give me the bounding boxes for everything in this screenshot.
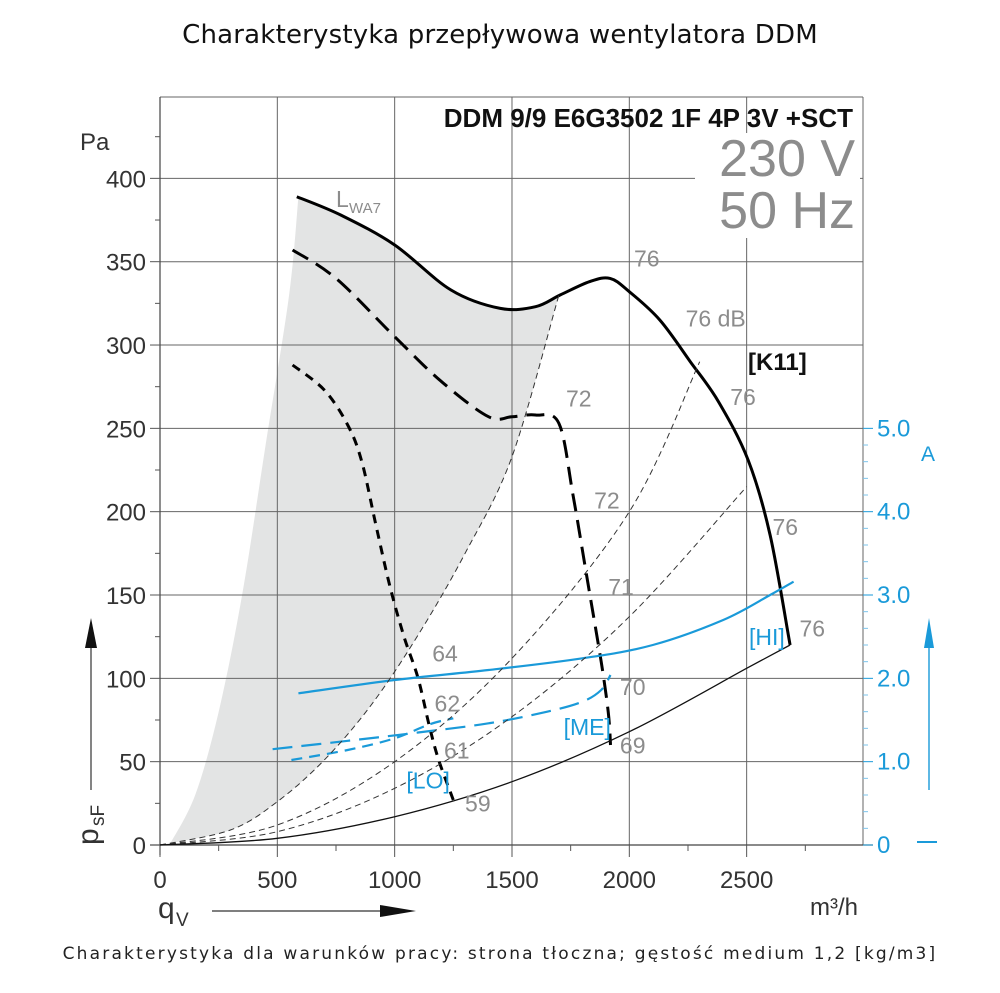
db-annotation: 64 bbox=[432, 641, 458, 667]
x-axis-title: q V bbox=[158, 892, 416, 931]
noise-region-fill bbox=[160, 196, 561, 845]
db-annotation: 62 bbox=[435, 691, 461, 717]
y-tick-label: 50 bbox=[119, 750, 146, 777]
db-annotation: 76 dB bbox=[686, 306, 746, 332]
y-axis-subscript: sF bbox=[88, 805, 109, 826]
y2-axis-arrowhead-icon bbox=[924, 618, 934, 648]
x-tick-label: 500 bbox=[257, 867, 297, 894]
db-annotation: 76 bbox=[799, 616, 825, 642]
voltage-label-bg bbox=[695, 133, 860, 238]
noise-region-label: L WA7 bbox=[336, 186, 381, 217]
voltage-label: 230 V bbox=[719, 130, 855, 188]
axes-layer bbox=[150, 97, 873, 857]
db-annotation: 69 bbox=[620, 732, 646, 758]
series-lo-pressure bbox=[291, 363, 455, 801]
x-tick-label: 1000 bbox=[368, 867, 421, 894]
y-tick-label: 150 bbox=[106, 583, 146, 610]
x-axis-arrowhead-icon bbox=[380, 905, 416, 917]
page-title: Charakterystyka przepływowa wentylatora … bbox=[182, 20, 818, 50]
x-axis-subscript: V bbox=[176, 910, 189, 931]
series-system-curve-1-noise-region-edge- bbox=[159, 294, 560, 846]
db-annotation: 72 bbox=[566, 386, 592, 412]
y2-tick-label: 5.0 bbox=[877, 415, 910, 442]
y-axis-arrowhead-icon bbox=[85, 618, 97, 648]
noise-region-layer bbox=[160, 196, 561, 845]
db-annotation: 71 bbox=[608, 574, 634, 600]
labels-layer: 0 50 100 150 200 250 300 350 400 0 500 1000 1500 2000… bbox=[106, 166, 910, 894]
y-unit-label: Pa bbox=[80, 129, 110, 156]
x-tick-label: 2000 bbox=[603, 867, 656, 894]
y-axis-symbol: p bbox=[72, 828, 105, 845]
frequency-label: 50 Hz bbox=[719, 182, 855, 240]
db-annotation: 59 bbox=[465, 791, 491, 817]
db-annotation: 72 bbox=[594, 487, 620, 513]
x-tick-label: 1500 bbox=[485, 867, 538, 894]
speed-label-me: [ME] bbox=[564, 714, 611, 740]
y-tick-label: 0 bbox=[133, 833, 146, 860]
speed-label-hi: [HI] bbox=[749, 624, 785, 650]
x-axis-symbol: q bbox=[158, 892, 175, 925]
db-annotation: 76 bbox=[772, 514, 798, 540]
x-unit-label: m³/h bbox=[810, 894, 858, 921]
y-tick-label: 300 bbox=[106, 333, 146, 360]
series-hi-current bbox=[298, 580, 795, 695]
model-label: DDM 9/9 E6G3502 1F 4P 3V +SCT bbox=[444, 103, 853, 133]
y2-tick-label: 3.0 bbox=[877, 582, 910, 609]
series-me-pressure bbox=[291, 248, 612, 746]
y-tick-label: 200 bbox=[106, 500, 146, 527]
y2-unit-label: A bbox=[921, 443, 935, 466]
y-tick-label: 400 bbox=[106, 166, 146, 193]
k11-label: [K11] bbox=[748, 349, 807, 376]
series-me-current bbox=[272, 674, 612, 751]
footer-note: Charakterystyka dla warunków pracy: stro… bbox=[62, 944, 938, 964]
y-tick-label: 250 bbox=[106, 416, 146, 443]
y-tick-label: 100 bbox=[106, 666, 146, 693]
db-annotation: 61 bbox=[444, 737, 470, 763]
db-annotation: 76 bbox=[634, 246, 660, 272]
y2-tick-label: 1.0 bbox=[877, 749, 910, 776]
series-system-curve-2 bbox=[159, 361, 701, 846]
y2-axis-arrow bbox=[917, 618, 937, 843]
series-system-curve-3 bbox=[159, 486, 747, 846]
noise-region-symbol: L bbox=[336, 186, 349, 212]
speed-label-lo: [LO] bbox=[406, 767, 449, 793]
db-annotation: 70 bbox=[620, 674, 646, 700]
y2-tick-label: 2.0 bbox=[877, 665, 910, 692]
y-tick-label: 350 bbox=[106, 250, 146, 277]
x-tick-label: 2500 bbox=[720, 867, 773, 894]
series-hi-pressure bbox=[296, 195, 792, 646]
y2-tick-label: 0 bbox=[877, 832, 890, 859]
y2-tick-label: 4.0 bbox=[877, 499, 910, 526]
db-annotation: 76 bbox=[730, 384, 756, 410]
series-system-curve-4-min- bbox=[159, 644, 791, 846]
x-tick-label: 0 bbox=[153, 867, 166, 894]
grid-layer bbox=[160, 96, 864, 845]
noise-region-subscript: WA7 bbox=[349, 200, 381, 217]
series-layer bbox=[159, 195, 795, 846]
series-lo-current bbox=[291, 717, 454, 762]
y-axis-title: p sF bbox=[72, 618, 109, 845]
